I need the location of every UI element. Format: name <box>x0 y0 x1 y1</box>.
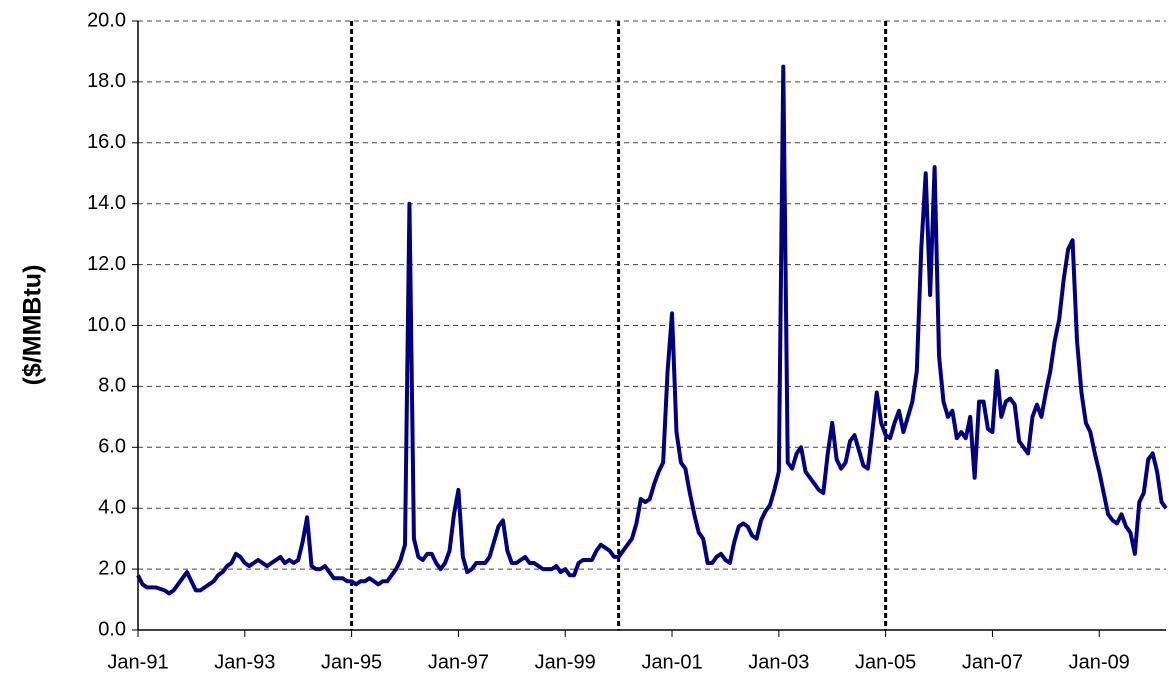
y-tick-label: 16.0 <box>87 131 126 153</box>
y-tick-label: 4.0 <box>98 496 126 518</box>
y-tick-label: 6.0 <box>98 436 126 458</box>
x-tick-label: Jan-95 <box>321 651 382 673</box>
y-tick-label: 18.0 <box>87 70 126 92</box>
y-tick-label: 8.0 <box>98 375 126 397</box>
y-tick-label: 20.0 <box>87 9 126 31</box>
y-tick-label: 2.0 <box>98 557 126 579</box>
x-tick-label: Jan-09 <box>1069 651 1130 673</box>
x-tick-label: Jan-97 <box>428 651 489 673</box>
y-tick-label: 10.0 <box>87 314 126 336</box>
x-tick-label: Jan-05 <box>855 651 916 673</box>
x-tick-label: Jan-99 <box>535 651 596 673</box>
x-tick-label: Jan-03 <box>748 651 809 673</box>
x-tick-label: Jan-93 <box>214 651 275 673</box>
x-tick-label: Jan-07 <box>962 651 1023 673</box>
y-tick-label: 14.0 <box>87 192 126 214</box>
y-tick-label: 0.0 <box>98 618 126 640</box>
x-tick-label: Jan-01 <box>641 651 702 673</box>
y-axis-label: ($/MMBtu) <box>19 265 47 386</box>
x-tick-label: Jan-91 <box>107 651 168 673</box>
data-line <box>136 64 1168 596</box>
y-tick-label: 12.0 <box>87 253 126 275</box>
